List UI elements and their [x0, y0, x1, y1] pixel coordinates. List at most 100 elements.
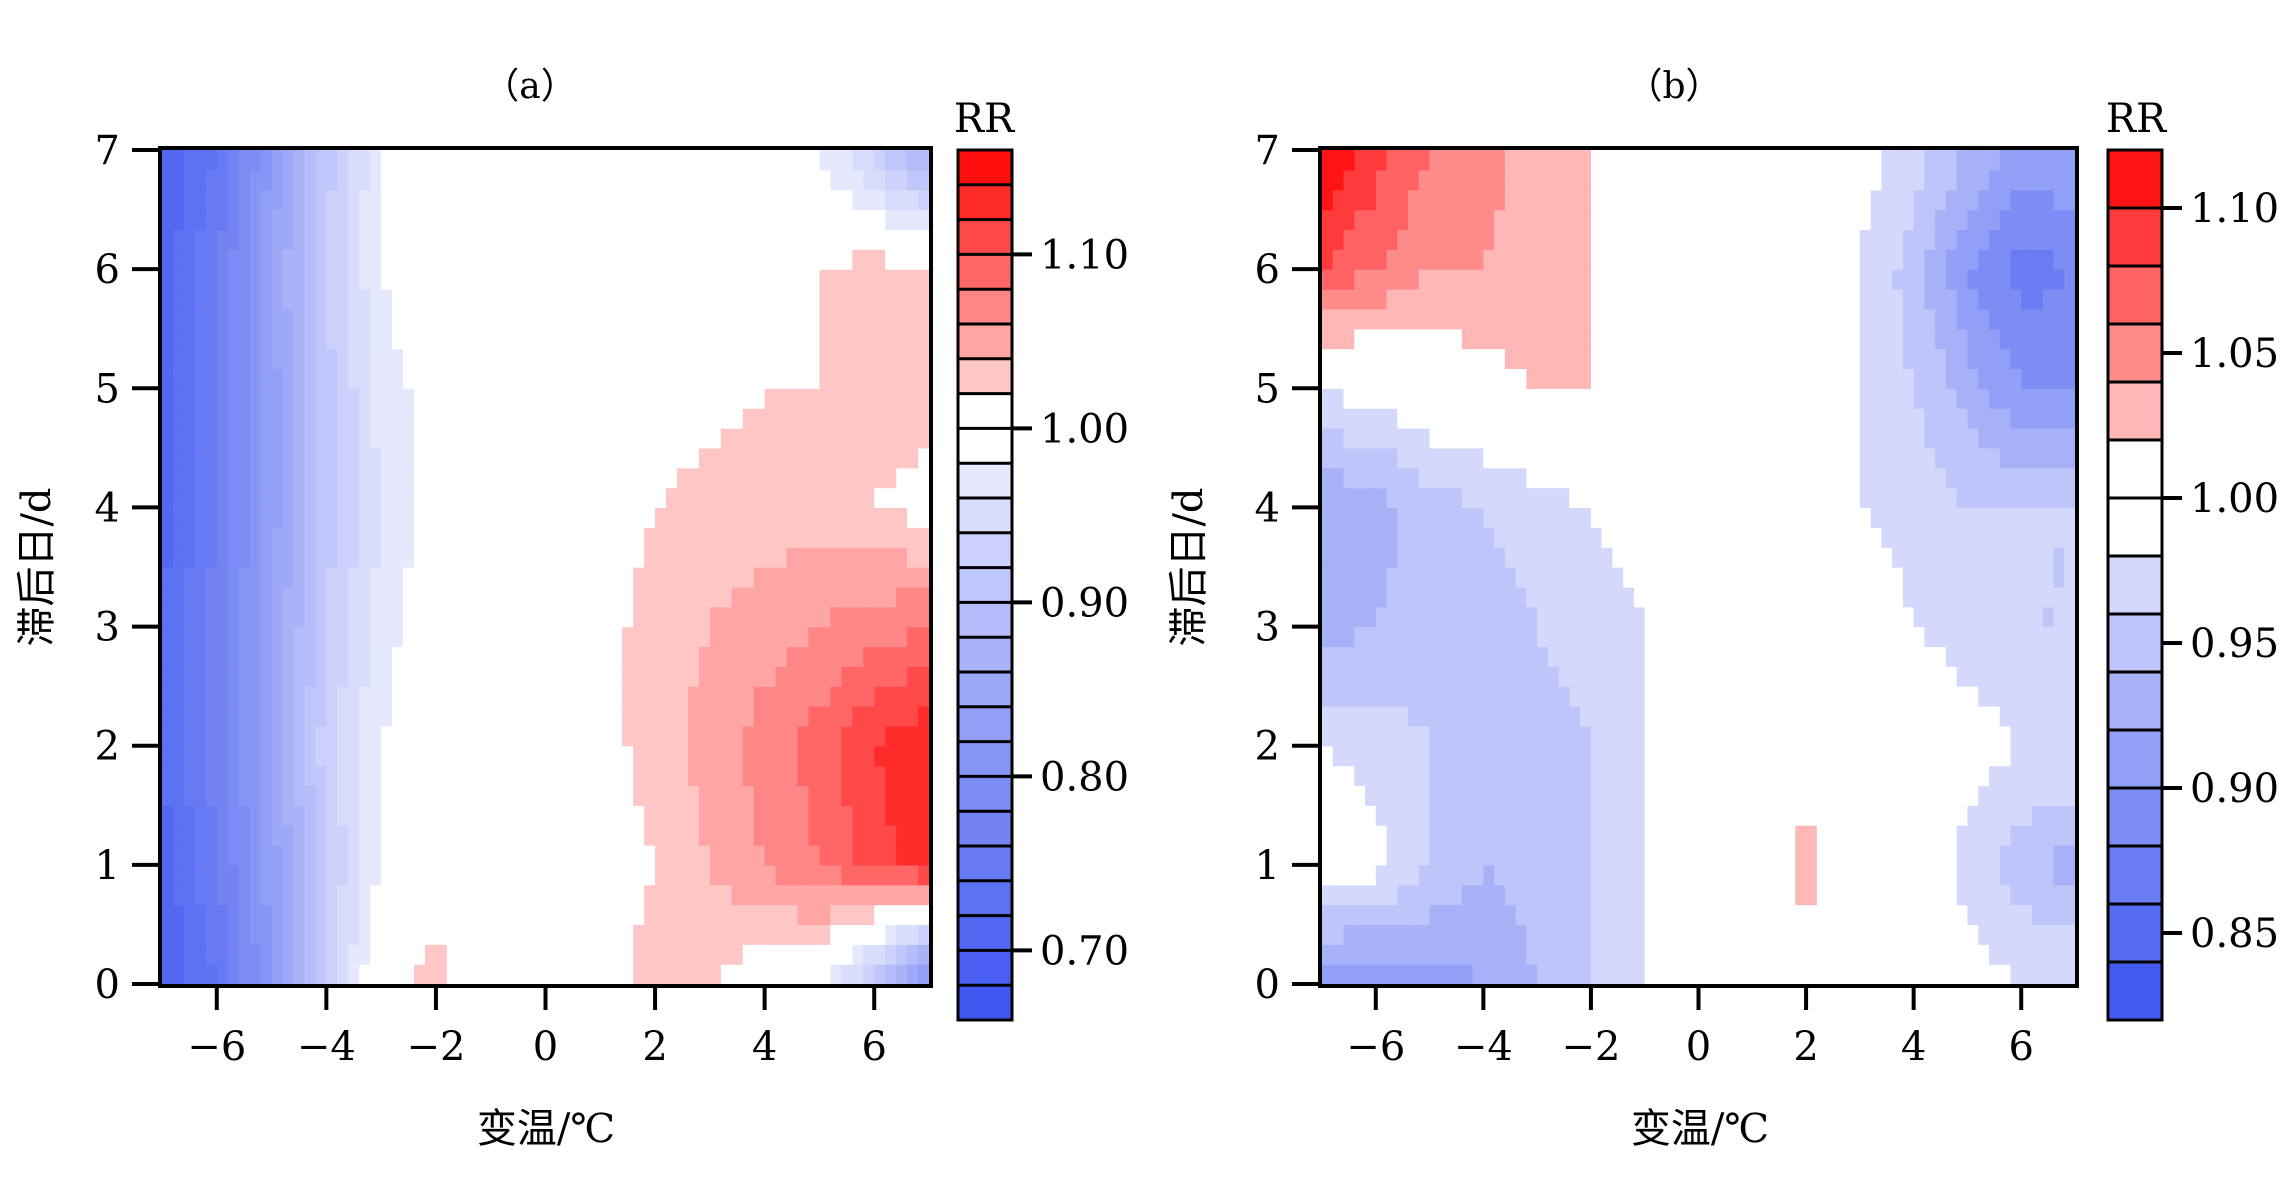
heatmap-cell [786, 805, 799, 826]
heatmap-cell [1806, 686, 1818, 707]
heatmap-cell [786, 487, 799, 509]
heatmap-cell [830, 904, 842, 926]
heatmap-cell [1870, 765, 1882, 787]
heatmap-cell [468, 467, 481, 489]
heatmap-cell [326, 725, 338, 747]
heatmap-cell [512, 845, 525, 866]
heatmap-cell [1859, 428, 1872, 449]
heatmap-cell [1827, 467, 1839, 489]
heatmap-cell [293, 368, 306, 389]
heatmap-cell [808, 864, 821, 886]
heatmap-cell [852, 884, 864, 906]
heatmap-cell [337, 507, 349, 528]
heatmap-cell [293, 825, 306, 846]
heatmap-cell [1849, 666, 1861, 687]
heatmap-cell [622, 308, 634, 330]
heatmap-cell [468, 328, 481, 350]
heatmap-cell [874, 527, 886, 548]
heatmap-cell [523, 467, 536, 489]
heatmap-cell [874, 229, 886, 250]
heatmap-cell [1816, 507, 1829, 528]
heatmap-cell [709, 765, 722, 787]
heatmap-cell [676, 944, 689, 965]
heatmap-cell [1806, 706, 1818, 727]
heatmap-cell [1526, 646, 1538, 667]
heatmap-cell [1483, 964, 1495, 985]
heatmap-cell [1784, 487, 1796, 509]
heatmap-cell [1526, 447, 1538, 469]
heatmap-cell [2064, 944, 2076, 965]
heatmap-cell [534, 527, 547, 548]
heatmap-cell [885, 924, 897, 945]
heatmap-cell [1924, 864, 1936, 886]
heatmap-cell [1322, 586, 1334, 608]
heatmap-cell [1838, 606, 1850, 628]
heatmap-cell [1623, 447, 1635, 469]
colorbar-tick-label: 1.00 [1040, 406, 1129, 452]
heatmap-cell [863, 745, 875, 767]
heatmap-cell [403, 249, 415, 270]
heatmap-cell [578, 924, 590, 945]
heatmap-cell [1666, 606, 1678, 628]
heatmap-cell [567, 169, 579, 191]
heatmap-cell [260, 447, 273, 469]
heatmap-cell [578, 348, 590, 370]
heatmap-cell [1773, 567, 1786, 588]
heatmap-cell [819, 328, 831, 350]
heatmap-cell [414, 169, 426, 191]
heatmap-cell [808, 487, 821, 509]
heatmap-cell [556, 428, 569, 449]
heatmap-cell [1623, 567, 1635, 588]
heatmap-cell [1483, 507, 1495, 528]
heatmap-cell [183, 825, 196, 846]
heatmap-cell [633, 348, 645, 370]
heatmap-cell [1612, 864, 1624, 886]
heatmap-cell [611, 507, 623, 528]
heatmap-cell [512, 507, 525, 528]
heatmap-cell [1838, 567, 1850, 588]
heatmap-cell [611, 388, 623, 409]
heatmap-cell [567, 785, 579, 806]
heatmap-cell [1332, 487, 1345, 509]
heatmap-cell [698, 567, 711, 588]
heatmap-cell [1709, 964, 1721, 985]
heatmap-cell [786, 447, 799, 469]
heatmap-cell [1590, 706, 1603, 727]
heatmap-cell [238, 725, 251, 747]
heatmap-cell [1935, 785, 1947, 806]
heatmap-cell [808, 547, 821, 568]
heatmap-cell [1698, 507, 1710, 528]
heatmap-cell [742, 507, 755, 528]
heatmap-cell [183, 547, 196, 568]
heatmap-cell [512, 904, 525, 926]
heatmap-cell [1666, 507, 1678, 528]
heatmap-cell [1687, 646, 1700, 667]
heatmap-cell [468, 527, 481, 548]
heatmap-cell [1494, 706, 1506, 727]
heatmap-cell [731, 924, 744, 945]
heatmap-cell [633, 884, 645, 906]
heatmap-cell [1590, 904, 1603, 926]
heatmap-cell [282, 626, 295, 648]
heatmap-cell [1451, 825, 1463, 846]
heatmap-cell [1440, 924, 1452, 945]
heatmap-cell [885, 805, 897, 826]
heatmap-cell [1784, 725, 1796, 747]
heatmap-cell [1397, 606, 1409, 628]
heatmap-cell [600, 884, 612, 906]
heatmap-cell [1666, 467, 1678, 489]
heatmap-cell [1849, 765, 1861, 787]
heatmap-cell [490, 964, 503, 985]
heatmap-cell [304, 706, 316, 727]
heatmap-cell [545, 289, 558, 310]
heatmap-cell [786, 209, 799, 231]
heatmap-cell [611, 924, 623, 945]
heatmap-cell [183, 686, 196, 707]
heatmap-cell [1924, 586, 1936, 608]
heatmap-cell [1913, 964, 1925, 985]
heatmap-cell [446, 944, 459, 965]
heatmap-cell [348, 904, 360, 926]
heatmap-cell [1720, 964, 1732, 985]
heatmap-cell [1601, 845, 1614, 866]
heatmap-cell [359, 904, 371, 926]
